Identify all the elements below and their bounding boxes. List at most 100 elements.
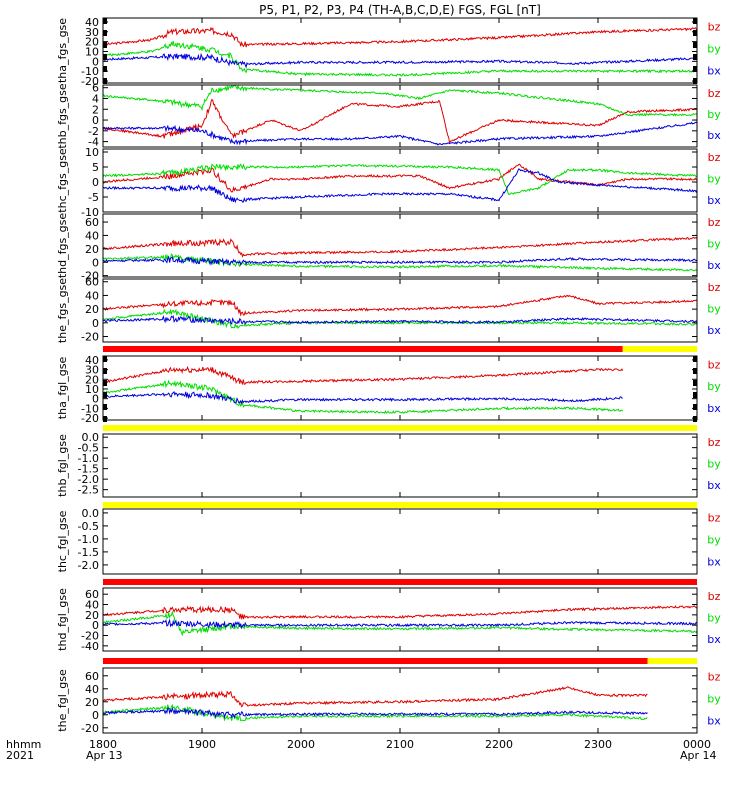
panel-thc_fgl_gse: 0.0-0.5-1.0-1.5-2.0 thc_fgl_gse bz by bx xyxy=(56,507,721,575)
x-tick-label: 1900 xyxy=(188,738,216,751)
series-line-bz xyxy=(103,163,697,193)
y-tick-label: -0.5 xyxy=(78,442,99,455)
corner-label-hhmm: hhmm xyxy=(6,738,41,751)
edge-marker xyxy=(103,78,107,84)
y-tick-label: 0 xyxy=(92,393,99,406)
y-tick-label: -4 xyxy=(88,136,99,149)
y-tick-label: -10 xyxy=(81,65,99,78)
y-tick-label: -40 xyxy=(81,640,99,653)
series-line-bx xyxy=(103,168,697,204)
series-line-by xyxy=(103,40,697,77)
edge-marker xyxy=(103,30,107,36)
panel-thc_fgs_gse: 10 5 0 -5 -10 thc_fgs_gse bz by bx xyxy=(56,146,721,219)
legend-by: by xyxy=(707,173,721,186)
availability-bar-yellow xyxy=(647,658,697,664)
y-tick-label: 60 xyxy=(85,588,99,601)
y-tick-label: 10 xyxy=(85,383,99,396)
legend-bz: bz xyxy=(708,281,721,294)
series-line-bx xyxy=(103,121,697,146)
y-axis-label: thd_fgl_gse xyxy=(56,588,69,651)
y-tick-label: 40 xyxy=(85,289,99,302)
availability-bar-yellow xyxy=(103,502,697,508)
series-line-bx xyxy=(103,706,648,720)
series-line-bx xyxy=(103,52,697,69)
y-tick-label: -1.0 xyxy=(78,452,99,465)
edge-marker xyxy=(103,42,107,48)
availability-bar-yellow xyxy=(622,346,697,352)
y-tick-label: -20 xyxy=(81,75,99,88)
edge-marker-right xyxy=(693,392,697,398)
legend-by: by xyxy=(707,108,721,121)
panel-frame xyxy=(102,508,698,575)
legend-bz: bz xyxy=(708,590,721,603)
y-tick-label: 0.0 xyxy=(82,507,100,520)
edge-marker-right xyxy=(693,54,697,60)
legend-by: by xyxy=(707,458,721,471)
series-line-by xyxy=(103,308,697,330)
y-tick-label: -1.5 xyxy=(78,546,99,559)
series-line-bz xyxy=(103,365,624,386)
series-line-bx xyxy=(103,390,623,405)
legend-bx: bx xyxy=(707,324,721,337)
y-tick-label: 40 xyxy=(85,16,99,29)
panel-frame xyxy=(102,667,698,734)
y-tick-label: 0 xyxy=(92,619,99,632)
series-line-by xyxy=(103,703,648,722)
y-tick-label: -20 xyxy=(81,270,99,283)
panel-thb_fgl_gse: 0.0-0.5-1.0-1.5-2.0-2.5 thb_fgl_gse bz by bx xyxy=(56,431,721,498)
y-tick-label: 0 xyxy=(92,317,99,330)
x-axis-group: 1800 1900 2000 2100 2200 2300 0000 xyxy=(89,738,711,751)
availability-bar-red xyxy=(103,658,648,664)
availability-bar-red xyxy=(103,346,623,352)
edge-marker-right xyxy=(693,30,697,36)
legend-bz: bz xyxy=(708,216,721,229)
y-tick-label: 30 xyxy=(85,364,99,377)
series-line-by xyxy=(103,379,624,414)
x-tick-label: 2200 xyxy=(485,738,513,751)
legend-by: by xyxy=(707,380,721,393)
legend-bx: bx xyxy=(707,65,721,78)
availability-bar-red xyxy=(103,579,697,585)
y-tick-label: 10 xyxy=(85,146,99,159)
y-tick-label: 60 xyxy=(85,216,99,229)
edge-marker-right xyxy=(693,380,697,386)
y-tick-label: -10 xyxy=(81,402,99,415)
y-tick-label: 40 xyxy=(85,599,99,612)
x-tick-label: 2100 xyxy=(386,738,414,751)
legend-bx: bx xyxy=(707,259,721,272)
edge-marker xyxy=(103,54,107,60)
y-tick-label: 2 xyxy=(92,103,99,116)
y-tick-label: 60 xyxy=(85,276,99,289)
y-tick-label: -0.5 xyxy=(78,520,99,533)
edge-marker-right xyxy=(693,416,697,422)
corner-label-year: 2021 xyxy=(6,749,34,762)
y-tick-label: 20 xyxy=(85,696,99,709)
chart-title: P5, P1, P2, P3, P4 (TH-A,B,C,D,E) FGS, F… xyxy=(259,3,541,17)
legend-bx: bx xyxy=(707,129,721,142)
edge-marker xyxy=(103,404,107,410)
y-tick-label: 40 xyxy=(85,229,99,242)
y-tick-label: 40 xyxy=(85,354,99,367)
y-tick-label: -5 xyxy=(88,191,99,204)
panel-frame xyxy=(102,587,698,652)
y-tick-label: 0 xyxy=(92,176,99,189)
y-tick-label: 40 xyxy=(85,683,99,696)
y-tick-label: 0 xyxy=(92,709,99,722)
legend-bx: bx xyxy=(707,633,721,646)
y-tick-label: -1.5 xyxy=(78,463,99,476)
legend-bz: bz xyxy=(708,358,721,371)
x-tick-label: 1800 xyxy=(89,738,117,751)
date-label-left: Apr 13 xyxy=(86,749,123,762)
legend-by: by xyxy=(707,238,721,251)
y-axis-label: thc_fgs_gse xyxy=(56,148,69,213)
y-tick-label: -20 xyxy=(81,331,99,344)
edge-marker-right xyxy=(693,42,697,48)
series-line-bx xyxy=(103,315,697,325)
legend-bx: bx xyxy=(707,715,721,728)
